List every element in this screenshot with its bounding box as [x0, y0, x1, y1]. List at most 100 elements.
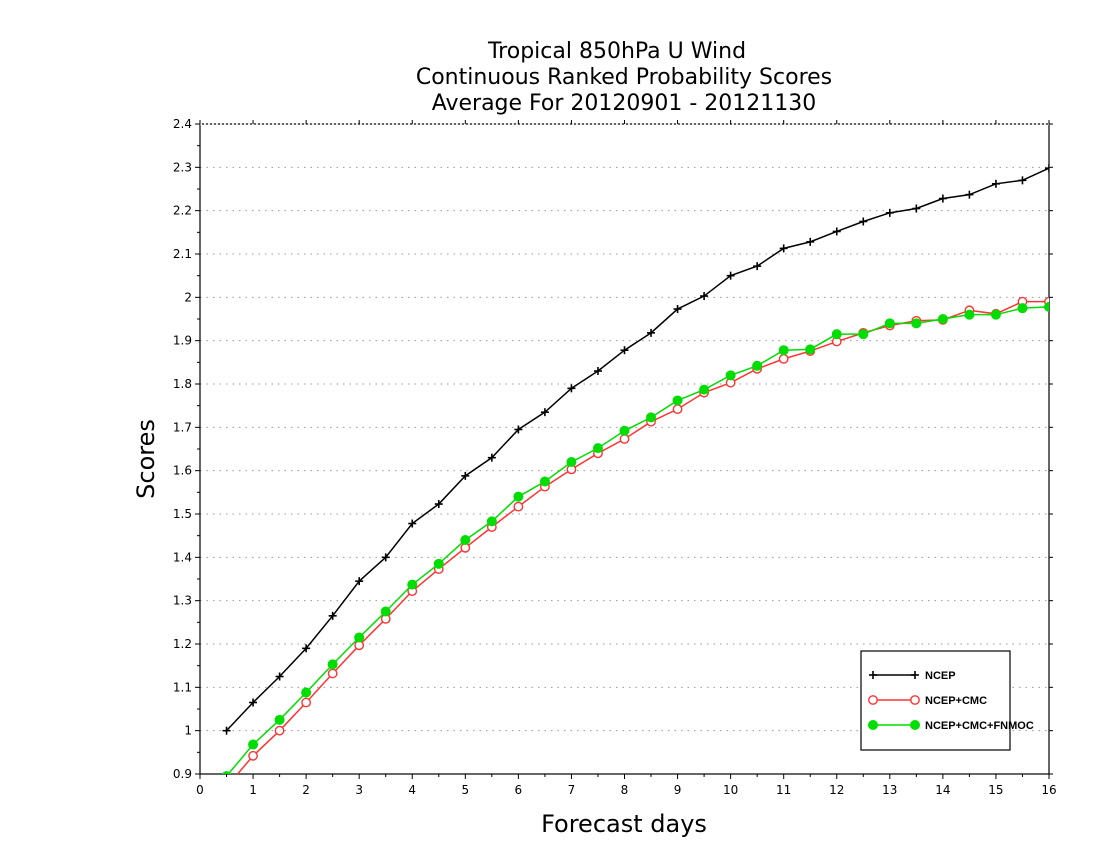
y-tick-label: 2.4: [173, 117, 192, 131]
legend-marker: [911, 671, 919, 679]
data-point: [327, 659, 338, 670]
legend-label: NCEP: [925, 670, 956, 682]
data-point: [1045, 164, 1049, 173]
data-point: [248, 750, 258, 761]
data-point: [912, 204, 921, 213]
data-point: [619, 425, 630, 436]
legend-item: NCEP: [869, 670, 956, 682]
x-tick-label: 6: [515, 783, 523, 797]
data-point: [805, 344, 816, 355]
series-ncep-cmc-fnmoc: [222, 301, 1049, 774]
data-point: [222, 771, 232, 774]
data-point: [566, 457, 577, 467]
data-point: [619, 434, 630, 444]
chart-title-line-1: Tropical 850hPa U Wind: [487, 39, 746, 64]
series-ncep: [222, 164, 1049, 735]
y-tick-label: 1.6: [173, 464, 192, 478]
data-point: [461, 471, 470, 480]
chart-title-line-2: Continuous Ranked Probability Scores: [416, 65, 832, 90]
y-axis-ticks: 0.9 1 1.1 1.2 1.3 1.4 1.5 1.6 1.7 1.8 1.9 2 2.1 2.2 2.…: [173, 117, 1053, 781]
data-point: [832, 227, 841, 236]
data-point: [486, 516, 497, 527]
y-tick-label: 1.2: [173, 637, 192, 651]
data-point: [275, 672, 284, 681]
data-point: [831, 329, 842, 340]
data-point: [938, 194, 947, 203]
data-point: [487, 453, 496, 462]
data-point: [965, 190, 974, 199]
data-point: [911, 318, 922, 329]
x-tick-label: 4: [408, 783, 416, 797]
series-layer: [222, 164, 1049, 791]
data-point: [646, 412, 657, 423]
data-point: [222, 726, 231, 735]
y-tick-label: 1.8: [173, 377, 192, 391]
x-tick-label: 8: [621, 783, 629, 797]
data-point: [884, 318, 895, 329]
data-point: [539, 476, 550, 487]
data-point: [540, 408, 549, 417]
y-tick-label: 1.9: [173, 334, 192, 348]
y-tick-label: 1: [184, 724, 192, 738]
data-point: [249, 698, 258, 707]
x-tick-label: 0: [196, 783, 204, 797]
data-point: [434, 500, 443, 509]
legend-label: NCEP+CMC: [925, 695, 987, 707]
x-tick-label: 12: [829, 783, 844, 797]
y-tick-label: 2: [184, 290, 192, 304]
data-point: [513, 491, 524, 502]
data-point: [274, 714, 285, 725]
y-tick-label: 1.1: [173, 680, 192, 694]
data-point: [328, 611, 337, 620]
x-tick-label: 3: [355, 783, 363, 797]
data-point: [301, 697, 312, 708]
data-point: [302, 644, 311, 653]
data-point: [1044, 301, 1049, 312]
x-axis-label: Forecast days: [541, 810, 707, 838]
data-point: [1017, 303, 1028, 314]
x-tick-label: 7: [568, 783, 576, 797]
data-point: [513, 501, 524, 512]
data-point: [354, 632, 365, 643]
data-point: [355, 577, 364, 586]
data-point: [593, 367, 602, 375]
data-point: [620, 346, 629, 355]
legend-marker: [869, 671, 877, 679]
y-tick-label: 0.9: [173, 767, 192, 781]
data-point: [647, 328, 656, 337]
data-point: [460, 535, 471, 545]
x-tick-label: 13: [882, 783, 897, 797]
legend: NCEP NCEP+CMC NCEP+CMC+FNMOC: [860, 650, 1034, 751]
series-line: [225, 167, 1049, 732]
legend-marker: [910, 720, 920, 730]
data-point: [858, 329, 869, 340]
x-tick-label: 9: [674, 783, 682, 797]
legend-label: NCEP+CMC+FNMOC: [925, 720, 1034, 732]
legend-marker: [868, 695, 878, 705]
x-tick-label: 2: [302, 783, 310, 797]
data-point: [779, 244, 788, 253]
x-tick-label: 10: [723, 783, 738, 797]
legend-marker: [868, 720, 878, 730]
data-point: [274, 725, 285, 736]
data-point: [592, 443, 603, 454]
grid-lines: [200, 166, 1049, 732]
data-point: [885, 208, 894, 217]
data-point: [1018, 176, 1027, 185]
y-tick-label: 1.3: [173, 594, 192, 608]
data-point: [222, 783, 230, 791]
y-tick-label: 2.2: [173, 204, 192, 218]
data-point: [991, 179, 1000, 188]
chart-title: Tropical 850hPa U Wind Continuous Ranked…: [416, 39, 832, 116]
data-point: [380, 606, 391, 617]
data-point: [301, 687, 312, 698]
data-point: [672, 395, 683, 406]
data-point: [327, 668, 338, 679]
data-point: [673, 305, 682, 314]
y-axis-label: Scores: [132, 419, 160, 499]
x-tick-label: 16: [1041, 783, 1056, 797]
legend-item: NCEP+CMC: [868, 695, 987, 707]
data-point: [937, 314, 948, 324]
data-point: [407, 579, 418, 590]
chart-title-line-3: Average For 20120901 - 20121130: [432, 91, 817, 116]
